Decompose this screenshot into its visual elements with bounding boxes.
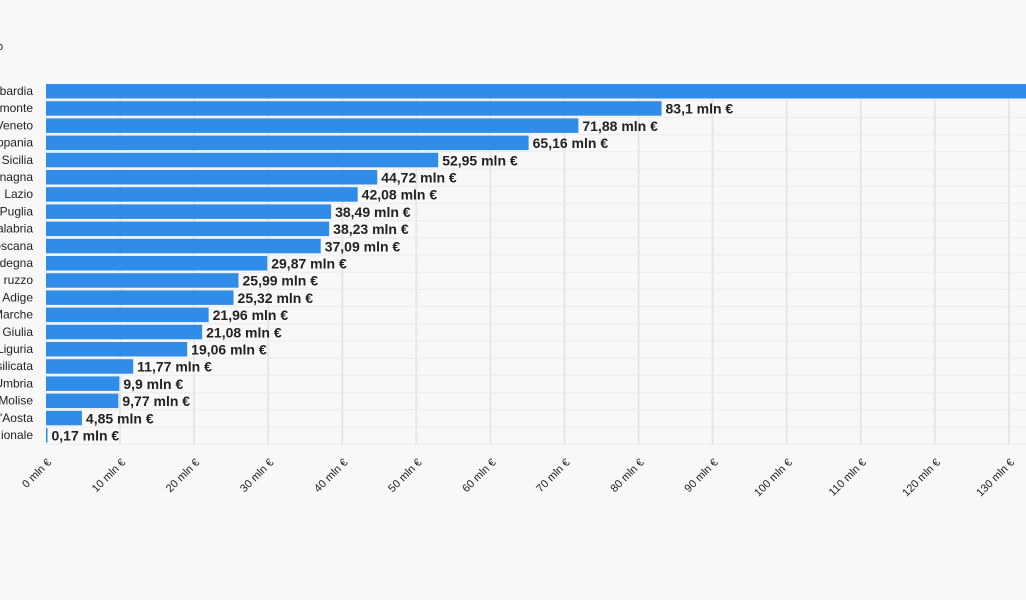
x-tick-label: 40 mln € <box>312 457 350 495</box>
data-label: 0,17 mln € <box>52 428 120 444</box>
x-tick-label: 120 mln € <box>900 457 943 500</box>
category-label: Marche <box>0 308 33 322</box>
x-tick-label: 110 mln € <box>827 457 869 499</box>
data-label: 71,88 mln € <box>582 118 658 134</box>
bar <box>46 135 529 151</box>
x-tick-label: 10 mln € <box>90 457 128 495</box>
bar <box>46 342 188 357</box>
bar <box>46 118 579 133</box>
category-label: Lazio <box>4 187 33 201</box>
category-label: ppania <box>0 136 33 150</box>
category-label: Umbria <box>0 376 33 390</box>
bar <box>46 170 378 185</box>
data-label: 83,1 mln € <box>666 101 734 117</box>
x-axis-ticks: 0 mln € 10 mln € 20 mln € 30 mln € 40 mln € 5… <box>20 457 1017 500</box>
category-label: ionale <box>1 428 33 442</box>
bar <box>46 238 321 254</box>
bar <box>46 221 330 237</box>
bar <box>46 152 439 168</box>
bar <box>46 101 662 116</box>
data-label: 9,77 mln € <box>122 393 190 409</box>
category-label: 'Aosta <box>0 411 33 425</box>
category-label: Puglia <box>0 204 33 218</box>
bar <box>46 307 209 323</box>
bar <box>46 359 134 374</box>
bar <box>46 393 119 409</box>
category-label: alabria <box>0 222 33 236</box>
data-label: 25,99 mln € <box>243 273 319 289</box>
bar <box>46 256 268 271</box>
data-label: 4,85 mln € <box>86 410 154 426</box>
bar <box>46 410 82 426</box>
category-label: Molise <box>0 394 33 408</box>
data-label: 21,96 mln € <box>213 307 289 323</box>
data-label: 9,9 mln € <box>123 376 183 392</box>
x-tick-label: 90 mln € <box>682 457 720 495</box>
category-label: Sicilia <box>2 153 34 167</box>
data-label: 25,32 mln € <box>238 290 314 306</box>
corner-mark: o <box>0 41 3 53</box>
category-label: Liguria <box>0 342 33 356</box>
data-label: 65,16 mln € <box>533 135 609 151</box>
data-label: 38,23 mln € <box>333 221 409 237</box>
category-label: oscana <box>0 239 33 253</box>
category-label: Adige <box>2 290 33 304</box>
x-tick-label: 20 mln € <box>164 457 202 495</box>
bar <box>46 324 203 340</box>
bar <box>46 428 48 443</box>
category-label: rdegna <box>0 256 33 270</box>
bar <box>46 273 239 288</box>
data-label: 38,49 mln € <box>335 204 411 220</box>
category-label: bardia <box>0 84 33 98</box>
data-label: 19,06 mln € <box>191 342 267 358</box>
x-tick-label: 60 mln € <box>460 457 498 495</box>
data-label: 29,87 mln € <box>271 256 347 272</box>
bar <box>46 204 332 219</box>
data-label: 42,08 mln € <box>362 187 438 203</box>
value-labels: 83,1 mln € 71,88 mln €65,16 mln € 52,95 ml… <box>52 101 734 444</box>
x-tick-label: 0 mln € <box>20 457 54 491</box>
bar <box>46 84 1026 99</box>
chart-bars <box>46 84 1026 443</box>
data-label: 21,08 mln € <box>206 324 282 340</box>
bar <box>46 187 358 202</box>
x-tick-label: 100 mln € <box>752 457 795 500</box>
x-tick-label: 30 mln € <box>238 457 276 495</box>
category-label: ruzzo <box>4 273 34 287</box>
x-tick-label: 130 mln € <box>974 457 1017 500</box>
x-tick-label: 80 mln € <box>608 457 646 495</box>
category-labels: bardia monte Veneto ppania Sicilia nagna Lazio… <box>0 84 33 442</box>
category-label: Veneto <box>0 118 33 132</box>
x-tick-label: 70 mln € <box>534 457 572 495</box>
bar <box>46 376 120 391</box>
category-label: monte <box>0 101 33 115</box>
data-label: 52,95 mln € <box>442 152 518 168</box>
bar <box>46 290 234 305</box>
data-label: 44,72 mln € <box>381 170 457 186</box>
x-tick-label: 50 mln € <box>386 457 424 495</box>
data-label: 37,09 mln € <box>325 238 401 254</box>
category-label: silicata <box>0 359 33 373</box>
data-label: 11,77 mln € <box>137 359 212 375</box>
category-label: Giulia <box>2 325 33 339</box>
category-label: nagna <box>0 170 33 184</box>
